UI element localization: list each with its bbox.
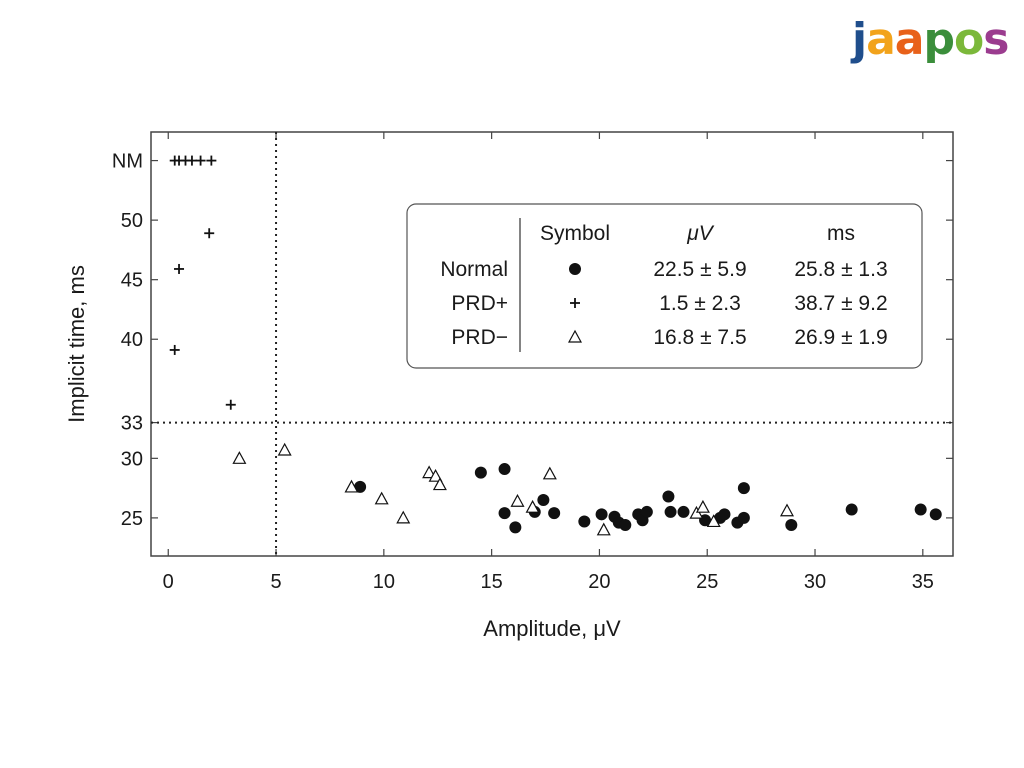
data-point-triangle bbox=[596, 522, 611, 536]
data-point-triangle bbox=[432, 477, 447, 491]
y-tick-label: 25 bbox=[121, 508, 143, 530]
jaapos-logo: jaapos bbox=[852, 14, 1009, 65]
data-point-triangle bbox=[542, 466, 557, 480]
data-point-plus bbox=[204, 228, 215, 239]
data-point-triangle bbox=[277, 442, 292, 456]
legend-marker-circle bbox=[569, 263, 581, 275]
data-point-triangle bbox=[779, 503, 795, 517]
legend-row-uv: 22.5 ± 5.9 bbox=[653, 258, 746, 281]
data-point-circle bbox=[498, 463, 511, 476]
data-point-circle bbox=[662, 490, 675, 503]
data-point-circle bbox=[354, 480, 367, 493]
legend-row-ms: 25.8 ± 1.3 bbox=[794, 258, 887, 281]
x-tick-label: 25 bbox=[696, 571, 718, 593]
legend-row-label: PRD− bbox=[451, 326, 508, 349]
data-point-plus bbox=[195, 155, 206, 166]
x-axis-label: Amplitude, μV bbox=[483, 616, 621, 641]
data-point-circle bbox=[640, 505, 653, 518]
legend-box bbox=[406, 203, 923, 369]
data-point-circle bbox=[548, 507, 561, 520]
logo-letter: o bbox=[954, 14, 984, 65]
y-tick-label: 40 bbox=[121, 329, 143, 351]
data-point-circle bbox=[785, 519, 798, 532]
data-point-triangle bbox=[695, 499, 710, 513]
data-point-circle bbox=[677, 505, 690, 518]
data-point-circle bbox=[737, 511, 750, 524]
data-point-circle bbox=[929, 508, 942, 521]
x-tick-label: 35 bbox=[912, 571, 934, 593]
data-point-triangle bbox=[428, 468, 443, 482]
legend-marker-triangle bbox=[567, 329, 583, 343]
y-tick-label: NM bbox=[112, 151, 143, 173]
data-point-circle bbox=[737, 482, 750, 495]
axes: 0 5 10 15 20 25 30 35 25 30 33 40 45 50 NM bbox=[112, 132, 953, 593]
x-tick-label: 20 bbox=[588, 571, 610, 593]
legend-row-label: Normal bbox=[440, 258, 508, 281]
data-point-plus bbox=[186, 155, 197, 166]
logo-letter: a bbox=[894, 14, 925, 65]
data-point-plus bbox=[206, 155, 217, 166]
legend-header-uv: μV bbox=[686, 222, 715, 245]
x-tick-label: 0 bbox=[163, 571, 174, 593]
legend-row-ms: 26.9 ± 1.9 bbox=[794, 326, 887, 349]
data-point-plus bbox=[225, 399, 236, 410]
data-point-plus bbox=[174, 263, 185, 274]
legend-header-ms: ms bbox=[827, 222, 855, 245]
data-points bbox=[169, 155, 942, 536]
legend-marker-plus bbox=[570, 298, 580, 308]
data-point-triangle bbox=[396, 510, 411, 524]
legend-header-symbol: Symbol bbox=[540, 222, 610, 245]
logo-letter: p bbox=[923, 14, 955, 65]
x-tick-label: 30 bbox=[804, 571, 826, 593]
reference-lines bbox=[151, 132, 953, 556]
y-axis-label: Implicit time, ms bbox=[64, 265, 89, 423]
data-point-triangle bbox=[525, 499, 540, 513]
y-tick-label: 50 bbox=[121, 210, 143, 232]
data-point-circle bbox=[595, 508, 608, 521]
data-point-circle bbox=[664, 505, 677, 518]
data-point-triangle bbox=[232, 451, 247, 464]
legend-row-label: PRD+ bbox=[451, 292, 508, 315]
data-point-triangle bbox=[374, 491, 389, 505]
data-point-circle bbox=[718, 508, 731, 521]
x-tick-label: 10 bbox=[373, 571, 395, 593]
data-point-circle bbox=[537, 494, 550, 507]
y-tick-label: 30 bbox=[121, 448, 143, 470]
data-point-triangle bbox=[706, 514, 721, 528]
logo-letter: j bbox=[852, 14, 867, 65]
data-point-circle bbox=[914, 503, 927, 516]
legend-row-ms: 38.7 ± 9.2 bbox=[794, 292, 887, 315]
data-point-circle bbox=[578, 515, 591, 528]
x-tick-label: 15 bbox=[481, 571, 503, 593]
y-tick-label: 33 bbox=[121, 413, 143, 435]
data-point-circle bbox=[474, 466, 487, 479]
y-tick-label: 45 bbox=[121, 270, 143, 292]
data-point-circle bbox=[509, 521, 522, 534]
legend-row-uv: 1.5 ± 2.3 bbox=[659, 292, 741, 315]
data-point-triangle bbox=[510, 493, 525, 507]
legend: Symbol μV ms Normal 22.5 ± 5.9 25.8 ± 1.3 P… bbox=[406, 203, 923, 369]
logo-letter: a bbox=[866, 14, 896, 65]
x-tick-label: 5 bbox=[270, 571, 281, 593]
logo-letter: s bbox=[983, 14, 1009, 65]
legend-row-uv: 16.8 ± 7.5 bbox=[653, 326, 746, 349]
data-point-circle bbox=[845, 503, 858, 516]
data-point-plus bbox=[169, 344, 180, 355]
data-point-circle bbox=[498, 507, 511, 520]
data-point-circle bbox=[619, 519, 632, 532]
data-point-triangle bbox=[344, 479, 359, 493]
plot-frame bbox=[150, 131, 954, 557]
data-point-triangle bbox=[422, 465, 437, 479]
